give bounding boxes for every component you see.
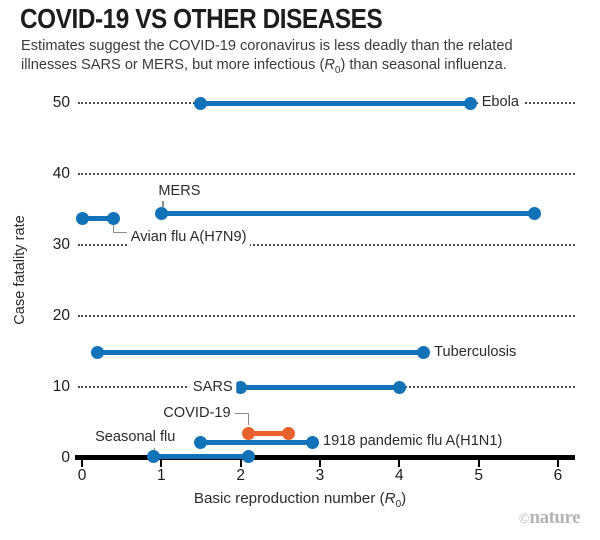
x-tick-3: [318, 460, 321, 467]
x-tick-0: [81, 460, 83, 467]
covid-19-label-connector-h: [233, 412, 249, 415]
y-axis-title: Case fatality rate: [12, 215, 28, 325]
subtitle-line2: illnesses SARS or MERS, but more infecti…: [21, 57, 507, 76]
ebola-bar: [200, 100, 471, 106]
avian-flu-a-h7n9-bar: [82, 215, 114, 221]
gridline-30: [78, 244, 575, 246]
x-axis-line: [75, 455, 575, 460]
y-tick-label-30: 30: [52, 236, 70, 253]
covid-19-dot-max: [281, 427, 295, 441]
x-tick-label-5: 5: [474, 467, 483, 484]
x-tick-2: [239, 460, 242, 467]
sars-dot-max: [392, 381, 406, 395]
x-tick-5: [477, 460, 480, 467]
sars-label: SARS: [188, 378, 237, 396]
mers-label: MERS: [154, 183, 205, 201]
sars-dot-min: [234, 381, 248, 395]
y-tick-label-0: 0: [61, 449, 70, 466]
subtitle-line1: Estimates suggest the COVID-19 coronavir…: [21, 38, 513, 54]
avian-flu-a-h7n9-dot-max: [107, 211, 121, 225]
seasonal-flu-dot-min: [146, 450, 160, 464]
1918-pandemic-flu-a-h1n1-dot-min: [194, 435, 208, 449]
y-tick-label-40: 40: [52, 165, 70, 182]
ebola-dot-max: [464, 96, 478, 110]
y-tick-label-20: 20: [52, 307, 70, 324]
figure-title: COVID-19 VS OTHER DISEASES: [20, 3, 383, 34]
covid-19-label: COVID-19: [159, 404, 235, 422]
avian-flu-a-h7n9-dot-min: [75, 211, 89, 225]
covid-19-label-connector-v: [247, 412, 250, 425]
x-tick-1: [160, 460, 163, 467]
r0-symbol: R: [384, 490, 396, 507]
covid-19-dot-min: [242, 427, 256, 441]
x-axis-title: Basic reproduction number (R0): [193, 490, 407, 510]
avian-flu-a-h7n9-label: Avian flu A(H7N9): [126, 229, 251, 247]
covid-19-bar: [248, 431, 289, 437]
tuberculosis-label: Tuberculosis: [430, 343, 521, 361]
brand-name: nature: [529, 507, 581, 528]
ebola-dot-min: [194, 96, 208, 110]
gridline-40: [78, 173, 575, 175]
seasonal-flu-bar: [153, 454, 249, 460]
mers-dot-max: [527, 206, 541, 220]
mers-label-connector: [162, 201, 164, 208]
tuberculosis-dot-max: [416, 346, 430, 360]
x-tick-label-1: 1: [157, 467, 166, 484]
y-tick-label-10: 10: [52, 378, 70, 395]
1918-pandemic-flu-a-h1n1-bar: [200, 439, 313, 445]
y-tick-label-50: 50: [52, 94, 70, 111]
figure-subtitle: Estimates suggest the COVID-19 coronavir…: [21, 37, 513, 80]
avian-flu-a-h7n9-label-connector-h: [112, 231, 127, 234]
gridline-20: [78, 315, 575, 317]
tuberculosis-bar: [97, 350, 424, 356]
x-tick-label-2: 2: [236, 467, 245, 484]
ebola-label: Ebola: [477, 94, 524, 111]
1918-pandemic-flu-a-h1n1-label: 1918 pandemic flu A(H1N1): [319, 433, 507, 451]
x-tick-label-6: 6: [553, 467, 563, 484]
mers-dot-min: [154, 206, 168, 220]
r0-symbol: R: [324, 57, 335, 73]
mers-bar: [161, 210, 535, 216]
copyright-symbol: ©: [518, 512, 530, 527]
nature-credit: ©nature: [518, 507, 581, 529]
x-tick-label-4: 4: [395, 467, 404, 484]
seasonal-flu-dot-max: [242, 450, 256, 464]
x-tick-6: [556, 460, 559, 467]
1918-pandemic-flu-a-h1n1-dot-max: [305, 435, 319, 449]
avian-flu-a-h7n9-label-connector-v: [112, 225, 115, 234]
sars-bar: [240, 385, 400, 391]
seasonal-flu-label: Seasonal flu: [91, 428, 180, 446]
tuberculosis-dot-min: [91, 346, 105, 360]
x-tick-4: [398, 460, 401, 467]
x-tick-label-3: 3: [315, 467, 325, 484]
x-tick-label-0: 0: [77, 467, 87, 484]
